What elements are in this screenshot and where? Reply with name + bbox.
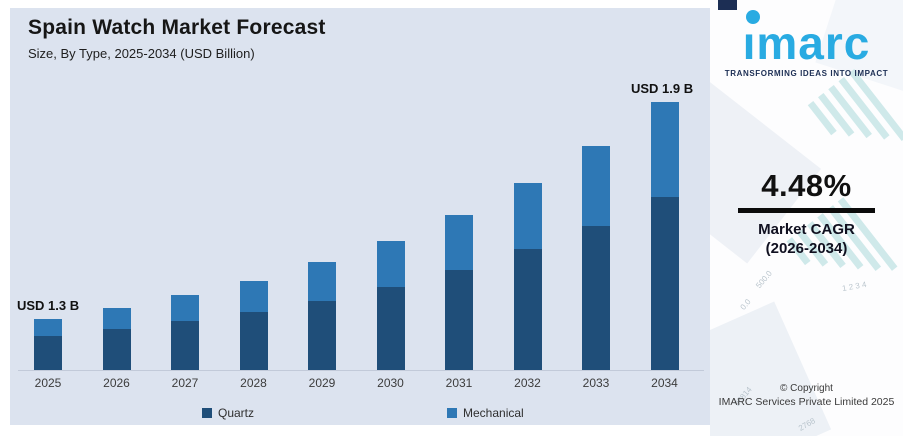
x-axis-line [18,370,704,371]
x-axis-label-2028: 2028 [240,376,267,390]
bar-segment-mechanical-2030 [376,241,405,287]
bar-segment-quartz-2026 [102,329,131,370]
chart-title: Spain Watch Market Forecast [28,16,326,39]
copyright-company-line: IMARC Services Private Limited 2025 [718,396,895,408]
cagr-block: 4.48% Market CAGR (2026-2034) [710,168,903,259]
copyright: © Copyright IMARC Services Private Limit… [710,383,903,408]
bar-segment-mechanical-2031 [445,215,473,270]
legend-swatch-icon [447,408,457,418]
bar-segment-mechanical-2029 [308,262,336,301]
bar-2031 [445,215,473,370]
bar-segment-mechanical-2034 [650,102,679,197]
bar-2033 [582,146,610,370]
x-axis-label-2027: 2027 [171,376,199,390]
bar-segment-quartz-2031 [445,270,473,370]
x-axis-label-2030: 2030 [377,376,404,390]
imarc-logo: ımarc TRANSFORMING IDEAS INTO IMPACT [710,10,903,78]
imarc-logo-tagline: TRANSFORMING IDEAS INTO IMPACT [724,69,889,78]
x-axis-label-2026: 2026 [103,376,130,390]
bar-segment-quartz-2033 [582,226,610,370]
bar-2028 [239,281,268,370]
legend-label: Mechanical [463,406,524,420]
x-axis-label-2029: 2029 [308,376,336,390]
stacked-bar-plot: 2025 2026 2027 2028 2029 2030 2031 2032 2033 2034… [10,8,710,425]
bar-2032 [513,183,542,370]
chart-subtitle: Size, By Type, 2025-2034 (USD Billion) [28,46,255,61]
cagr-value: 4.48% [761,168,852,203]
bar-segment-mechanical-2026 [102,308,131,329]
x-axis-label-2025: 2025 [34,376,62,390]
x-axis-label-2032: 2032 [514,376,541,390]
bar-segment-quartz-2025 [34,336,62,370]
branding-panel: 500.0 0.0 1 2 3 4 98814 2768 ımarc TRANS… [710,0,903,436]
decorative-number: 2768 [796,416,817,433]
bar-segment-mechanical-2028 [239,281,268,312]
bar-2029 [308,262,336,370]
value-annotation-1: USD 1.9 B [631,81,694,96]
cagr-label: Market CAGR [758,221,855,238]
bar-2027 [171,295,199,370]
bar-segment-mechanical-2025 [34,319,62,336]
bar-segment-mechanical-2027 [171,295,199,321]
imarc-logo-dot-icon [745,10,760,24]
x-axis-label-2034: 2034 [651,376,678,390]
decorative-shape [710,301,832,436]
legend-item-mechanical: Mechanical [447,406,524,420]
bar-2030 [376,241,405,370]
decorative-number: 0.0 [738,297,753,312]
bar-segment-quartz-2027 [171,321,199,370]
bar-2034 [650,102,679,370]
cagr-range: (2026-2034) [765,239,848,257]
chart-card: Spain Watch Market Forecast Size, By Typ… [10,8,710,425]
panel-top-accent [718,0,737,10]
legend-label: Quartz [218,406,255,420]
imarc-logo-text: ımarc [743,10,871,66]
decorative-number: 500.0 [754,268,774,291]
bar-segment-quartz-2034 [650,197,679,370]
legend-item-quartz: Quartz [202,406,254,420]
value-annotation-0: USD 1.3 B [17,298,80,313]
decorative-chart-bars [807,68,903,173]
bar-segment-mechanical-2032 [513,183,542,249]
x-axis-label-2033: 2033 [582,376,610,390]
bar-segment-quartz-2029 [308,301,336,370]
bar-segment-quartz-2032 [513,249,542,370]
copyright-symbol-line: © Copyright [780,383,833,394]
decorative-number: 1 2 3 4 [841,279,868,294]
x-axis-label-2031: 2031 [445,376,473,390]
bar-2026 [102,308,131,370]
bar-segment-quartz-2030 [376,287,405,370]
bar-segment-mechanical-2033 [582,146,610,226]
bar-segment-quartz-2028 [239,312,268,370]
legend-swatch-icon [202,408,212,418]
cagr-underline [738,208,875,213]
bar-2025 [34,319,62,370]
